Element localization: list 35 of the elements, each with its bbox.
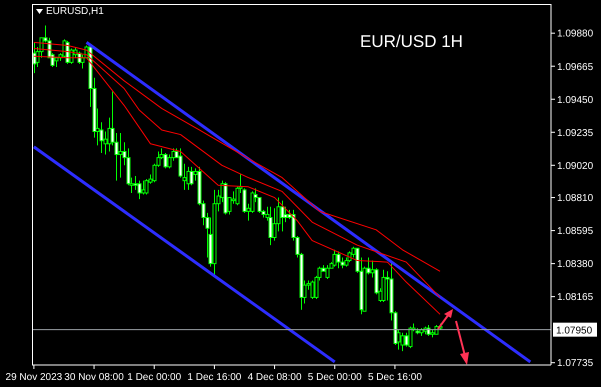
ref-line-label: 1.07950 — [556, 326, 593, 337]
candlestick — [134, 176, 138, 190]
y-tick-label: 1.08380 — [557, 259, 594, 270]
y-tick-label: 1.09235 — [557, 128, 594, 139]
y-tick-label: 1.08595 — [557, 226, 594, 238]
x-tick-label: 1 Dec 16:00 — [187, 372, 242, 383]
x-tick-label: 29 Nov 2023 — [6, 372, 63, 383]
y-tick-label: 1.09450 — [557, 94, 594, 106]
annotation: EUR/USD 1H — [360, 32, 463, 52]
candlestick — [408, 326, 412, 349]
candlestick — [336, 250, 340, 269]
candlestick — [138, 180, 142, 200]
y-tick-label: 1.07735 — [557, 358, 594, 370]
candlestick — [268, 206, 272, 246]
candlestick — [144, 178, 148, 195]
candlestick — [310, 280, 314, 300]
y-tick-label: 1.08810 — [557, 193, 594, 204]
candlestick — [332, 249, 336, 268]
y-tick-label: 1.09665 — [557, 62, 594, 73]
x-tick-label: 4 Dec 08:00 — [248, 372, 302, 383]
candlestick — [164, 152, 168, 169]
x-tick-label: 1 Dec 00:00 — [127, 372, 182, 383]
candlestick — [190, 166, 194, 186]
x-tick-label: 30 Nov 08:00 — [64, 372, 124, 383]
chart-title: EURUSD,H1 — [46, 6, 104, 17]
y-tick-label: 1.09020 — [557, 160, 594, 172]
candlestick — [284, 206, 288, 223]
y-tick-label: 1.09880 — [557, 28, 594, 40]
x-tick-label: 5 Dec 16:00 — [368, 372, 422, 383]
x-tick-label: 5 Dec 00:00 — [308, 372, 362, 383]
candlestick — [326, 264, 330, 280]
y-tick-label: 1.08165 — [557, 292, 594, 304]
candlestick — [118, 132, 122, 178]
candlestick — [382, 269, 386, 303]
candlestick — [400, 332, 404, 352]
